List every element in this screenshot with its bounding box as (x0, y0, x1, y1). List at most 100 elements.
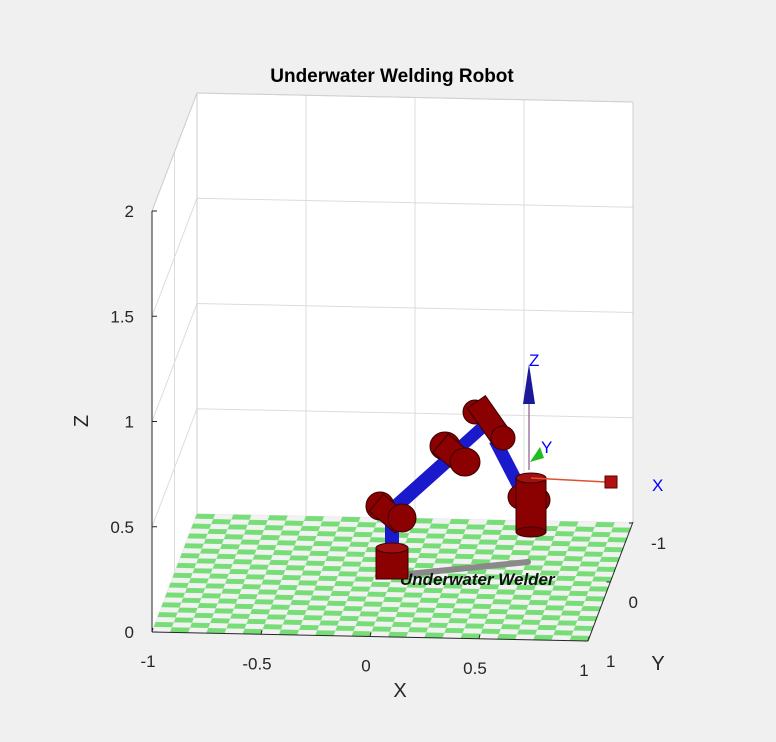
floor-tile (187, 533, 208, 540)
floor-tile (245, 574, 266, 580)
floor-tile (324, 605, 346, 612)
floor-tile (248, 614, 269, 620)
floor-tile (190, 573, 212, 579)
floor-tile (186, 583, 208, 589)
floor-tile (590, 531, 612, 538)
floor-tile (245, 524, 267, 531)
x-tick-label: 1 (579, 661, 588, 680)
floor-tile (237, 593, 259, 600)
floor-tile (210, 568, 232, 575)
floor-tile (254, 549, 275, 556)
link-upper-arm (387, 452, 455, 516)
floor-tile (380, 601, 402, 608)
floor-tile (588, 536, 610, 543)
floor-tile (491, 599, 513, 605)
floor-tile (605, 542, 626, 548)
floor-tile (250, 609, 271, 615)
floor-tile (300, 620, 322, 626)
floor-tile (275, 589, 297, 596)
floor-tile (270, 555, 292, 561)
floor-tile (453, 603, 475, 610)
floor-tile (323, 561, 344, 567)
floor-tile (256, 544, 277, 551)
floor-tile (243, 579, 264, 585)
floor-tile (415, 607, 437, 614)
floor-tile (263, 525, 285, 531)
z-axis-label: Z (71, 415, 93, 427)
floor-tile (177, 558, 199, 564)
floor-tile (555, 625, 576, 631)
floor-tile (443, 533, 465, 540)
floor-tile (290, 600, 311, 606)
floor-tile (224, 578, 246, 585)
floor-tile (518, 624, 540, 631)
floor-tile (494, 544, 515, 551)
floor-tile (281, 525, 303, 532)
floor-tile (585, 546, 606, 553)
x-tick (151, 627, 154, 633)
x-tick-label: -1 (140, 652, 155, 671)
floor-tile (243, 529, 265, 536)
floor-tile (566, 595, 587, 602)
floor-tile (257, 589, 279, 596)
floor-tile (516, 629, 538, 636)
floor-tile (212, 563, 234, 570)
floor-tile (583, 551, 604, 558)
floor-tile (225, 529, 247, 535)
floor-tile (528, 550, 550, 557)
floor-tile (173, 617, 195, 624)
floor-tile (264, 619, 286, 625)
floor-tile (357, 616, 378, 622)
floor-tile (485, 519, 507, 526)
floor-tile (332, 586, 353, 592)
floor-tile (342, 606, 364, 612)
floor-tile (340, 516, 361, 523)
floor-tile (310, 595, 331, 602)
floor-tile (334, 531, 356, 538)
floor-tile (207, 528, 228, 535)
floor-tile (579, 561, 601, 568)
floor-tile (271, 599, 293, 606)
floor-tile (353, 626, 375, 632)
floor-tile (265, 520, 287, 526)
floor-tile (203, 538, 225, 545)
floor-tile (401, 597, 422, 604)
floor-tile (538, 620, 560, 626)
floor-tile (196, 558, 217, 565)
floor-tile (429, 617, 451, 624)
floor-tile (427, 622, 449, 629)
floor-tile (268, 609, 289, 616)
floor-tile (607, 537, 628, 543)
floor-tile (575, 620, 596, 627)
floor-tile (328, 546, 350, 552)
floor-tile (199, 598, 220, 604)
floor-tile (595, 566, 617, 573)
floor-tile (205, 533, 227, 540)
floor-tile (554, 531, 576, 537)
floor-tile (267, 515, 289, 521)
floor-tile (166, 587, 188, 594)
floor-tile (217, 598, 239, 605)
floor-tile (382, 596, 404, 603)
floor-tile (384, 592, 406, 598)
floor-tile (454, 553, 475, 560)
floor-tile (201, 593, 222, 599)
floor-tile (379, 606, 400, 613)
floor-tile (370, 581, 391, 588)
joint-shoulder (365, 491, 417, 534)
floor-tile (584, 596, 606, 602)
floor-tile (551, 585, 573, 592)
floor-tile (391, 621, 413, 628)
floor-tile (459, 588, 480, 595)
floor-tile (303, 516, 325, 522)
y-tick-label: 1 (606, 652, 615, 671)
floor-tile (603, 547, 624, 553)
floor-tile (366, 591, 388, 598)
floor-tile (557, 570, 579, 577)
floor-tile (171, 622, 193, 629)
floor-tile (312, 590, 333, 597)
floor-tile (493, 594, 515, 600)
floor-tile (155, 617, 177, 623)
floor-tile (336, 526, 358, 533)
floor-tile (211, 519, 232, 525)
